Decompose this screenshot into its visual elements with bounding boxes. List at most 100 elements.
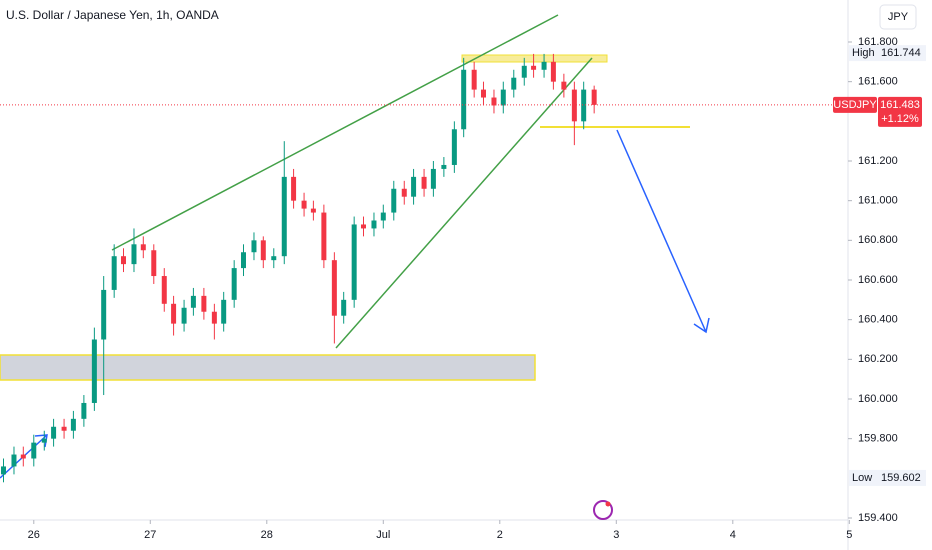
candle-body xyxy=(521,65,527,78)
candle-body xyxy=(391,188,397,213)
candle-body xyxy=(211,311,217,324)
y-tick-label: 159.400 xyxy=(858,512,898,524)
candle-body xyxy=(11,454,17,467)
candle-body xyxy=(561,81,567,90)
y-tick-label: 161.200 xyxy=(858,155,898,167)
currency-label: JPY xyxy=(888,11,909,23)
high-marker-name: High xyxy=(852,47,875,59)
y-tick-label: 160.400 xyxy=(858,314,898,326)
candle-body xyxy=(271,256,277,261)
y-tick-label: 160.600 xyxy=(858,274,898,286)
x-tick-label: Jul xyxy=(376,529,390,541)
price-label: 161.483 xyxy=(880,99,920,111)
candle-body xyxy=(421,176,427,189)
lower-trendline xyxy=(335,57,593,349)
candle-body xyxy=(101,289,107,340)
resistance-zone xyxy=(461,54,608,63)
y-tick-label: 160.200 xyxy=(858,353,898,365)
candle-body xyxy=(61,426,67,431)
candle-body xyxy=(171,303,177,324)
candle-body xyxy=(151,250,157,277)
candle-body xyxy=(251,240,257,253)
symbol-label: USDJPY xyxy=(833,99,877,111)
candle-body xyxy=(511,77,517,90)
low-marker-tag xyxy=(849,469,926,486)
upper-trendline xyxy=(111,14,559,251)
y-tick-label: 161.800 xyxy=(858,36,898,48)
candle-body xyxy=(500,89,506,106)
candle-body xyxy=(140,244,146,251)
candle-body xyxy=(531,65,537,70)
candle-body xyxy=(81,402,87,419)
candle-body xyxy=(291,176,297,201)
candle-body xyxy=(441,164,447,169)
candle-body xyxy=(231,268,237,300)
candle-body xyxy=(371,220,377,229)
x-tick-label: 2 xyxy=(497,529,503,541)
x-tick-label: 5 xyxy=(846,529,852,541)
y-tick-label: 161.000 xyxy=(858,195,898,207)
candle-body xyxy=(591,89,597,105)
change-label: +1.12% xyxy=(881,113,919,125)
candle-body xyxy=(161,276,167,304)
price-tag xyxy=(878,96,922,127)
x-tick-label: 27 xyxy=(144,529,156,541)
candle-body xyxy=(51,426,57,439)
candle-body xyxy=(351,224,357,300)
candle-body xyxy=(331,260,337,316)
candle-body xyxy=(281,176,287,257)
candle-body xyxy=(181,307,187,324)
y-tick-label: 159.800 xyxy=(858,433,898,445)
candle-body xyxy=(321,212,327,261)
candle-body xyxy=(550,61,556,82)
candle-body xyxy=(471,69,477,90)
candle-body xyxy=(461,69,467,130)
candle-body xyxy=(341,299,347,316)
candle-body xyxy=(260,240,266,261)
candle-body xyxy=(451,129,457,165)
currency-button[interactable] xyxy=(879,4,917,30)
support-zone xyxy=(0,354,536,381)
candle-body xyxy=(20,454,26,459)
candle-body xyxy=(411,176,417,197)
y-tick-label: 160.000 xyxy=(858,393,898,405)
candle-body xyxy=(70,418,76,431)
candle-body xyxy=(91,339,97,403)
symbol-tag xyxy=(833,96,877,113)
event-dot xyxy=(605,501,611,507)
y-tick-label: 161.600 xyxy=(858,76,898,88)
x-tick-label: 26 xyxy=(28,529,40,541)
down-arrow xyxy=(616,129,710,334)
candle-body xyxy=(581,89,587,122)
candle-body xyxy=(310,208,316,213)
drawings xyxy=(0,14,710,520)
candle-body xyxy=(120,256,126,265)
candle-body xyxy=(41,438,47,443)
candle-body xyxy=(31,442,37,459)
high-marker-tag xyxy=(849,45,926,62)
low-marker-value: 159.602 xyxy=(881,472,921,484)
candle-body xyxy=(360,224,366,229)
candle-body xyxy=(301,200,307,209)
candle-body xyxy=(491,97,497,106)
y-tick-label: 160.800 xyxy=(858,234,898,246)
x-tick-label: 4 xyxy=(730,529,736,541)
candle-body xyxy=(201,295,207,312)
candle-body xyxy=(480,89,486,98)
candle-body xyxy=(541,61,547,70)
chart-title: U.S. Dollar / Japanese Yen, 1h, OANDA xyxy=(6,8,219,22)
event-icon[interactable] xyxy=(593,500,613,520)
x-tick-label: 28 xyxy=(261,529,273,541)
candle-body xyxy=(571,89,577,122)
candle-body xyxy=(401,188,407,197)
x-tick-label: 3 xyxy=(613,529,619,541)
high-marker-value: 161.744 xyxy=(881,47,921,59)
candle-body xyxy=(430,168,436,189)
candle-body xyxy=(380,212,386,221)
low-marker-name: Low xyxy=(852,472,872,484)
candle-body xyxy=(221,299,227,324)
candle-body xyxy=(0,466,6,475)
candle-body xyxy=(190,295,196,308)
candle-body xyxy=(111,256,117,290)
